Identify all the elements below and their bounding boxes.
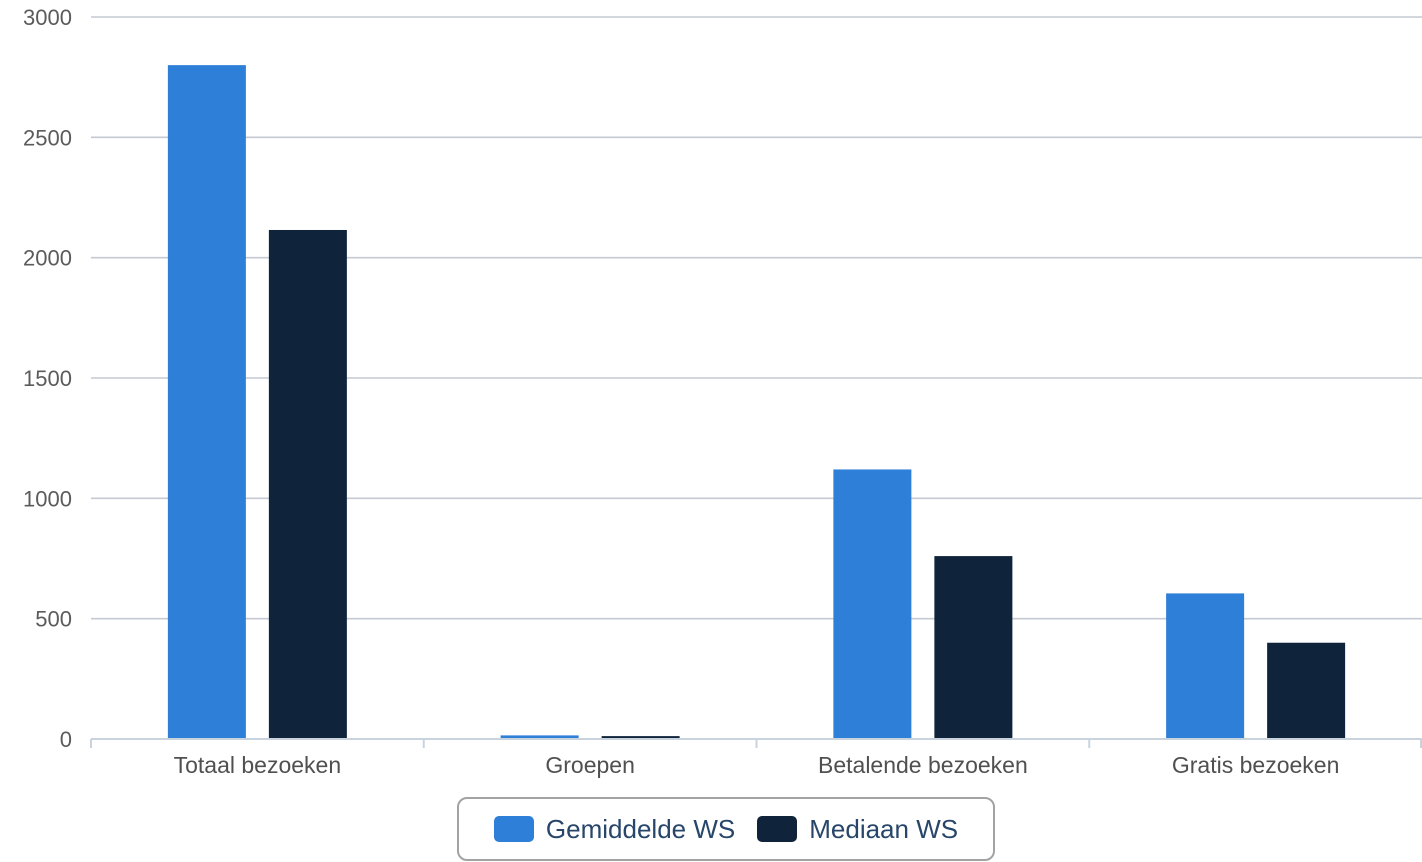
y-axis-tick-labels: 0 500 1000 1500 2000 2500 3000 [23, 5, 72, 752]
y-tick-label-2000: 2000 [23, 246, 72, 271]
bar-mediaan-3 [1267, 642, 1346, 739]
legend-item-mediaan[interactable]: Mediaan WS [757, 814, 958, 845]
x-tick-label-0: Totaal bezoeken [174, 752, 342, 778]
legend-swatch-gemiddelde [493, 816, 534, 842]
y-tick-label-3000: 3000 [23, 5, 72, 30]
bar-gemiddelde-0 [167, 65, 246, 740]
x-axis [90, 738, 1422, 748]
y-tick-label-1500: 1500 [23, 366, 72, 391]
x-tick-label-3: Gratis bezoeken [1172, 752, 1339, 778]
x-axis-tick-labels: Totaal bezoeken Groepen Betalende bezoeken… [174, 752, 1340, 778]
bars [167, 65, 1346, 740]
y-tick-label-0: 0 [60, 727, 72, 752]
bar-mediaan-2 [934, 556, 1013, 739]
y-tick-label-2500: 2500 [23, 125, 72, 150]
bar-mediaan-0 [268, 229, 347, 740]
legend-swatch-mediaan [757, 816, 798, 842]
y-tick-label-500: 500 [35, 607, 72, 632]
bar-gemiddelde-2 [833, 469, 912, 739]
legend-item-gemiddelde[interactable]: Gemiddelde WS [493, 813, 736, 845]
legend: Gemiddelde WS Mediaan WS [457, 797, 995, 861]
bar-gemiddelde-3 [1166, 593, 1245, 739]
bar-mediaan-1 [601, 736, 680, 739]
legend-label-gemiddelde: Gemiddelde WS [545, 813, 736, 844]
y-tick-label-1000: 1000 [23, 486, 72, 511]
legend-label-mediaan: Mediaan WS [809, 813, 959, 844]
x-tick-label-1: Groepen [545, 752, 635, 778]
x-tick-label-2: Betalende bezoeken [818, 752, 1028, 778]
bar-gemiddelde-1 [500, 735, 579, 739]
